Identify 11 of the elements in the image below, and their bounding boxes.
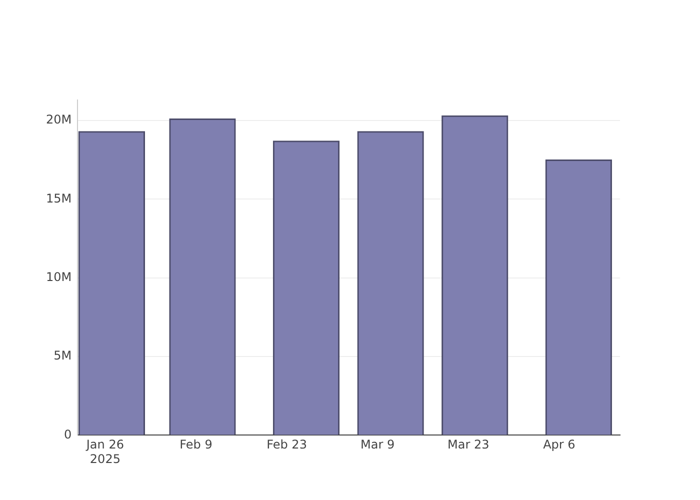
x-tick-label: Feb 9 [180, 438, 212, 452]
x-tick-label: Mar 23 [448, 438, 490, 452]
y-tick-label: 15M [46, 191, 72, 206]
y-tick-label: 20M [46, 112, 72, 127]
x-tick-label: Feb 23 [266, 438, 307, 452]
x-tick-label: Mar 9 [360, 438, 395, 452]
y-tick-label: 5M [54, 348, 72, 363]
x-tick-label: Jan 26 2025 [85, 438, 124, 466]
y-tick-label: 10M [46, 270, 72, 284]
x-tick-label: Apr 6 [543, 438, 576, 452]
y-tick-label: 0 [64, 427, 72, 442]
